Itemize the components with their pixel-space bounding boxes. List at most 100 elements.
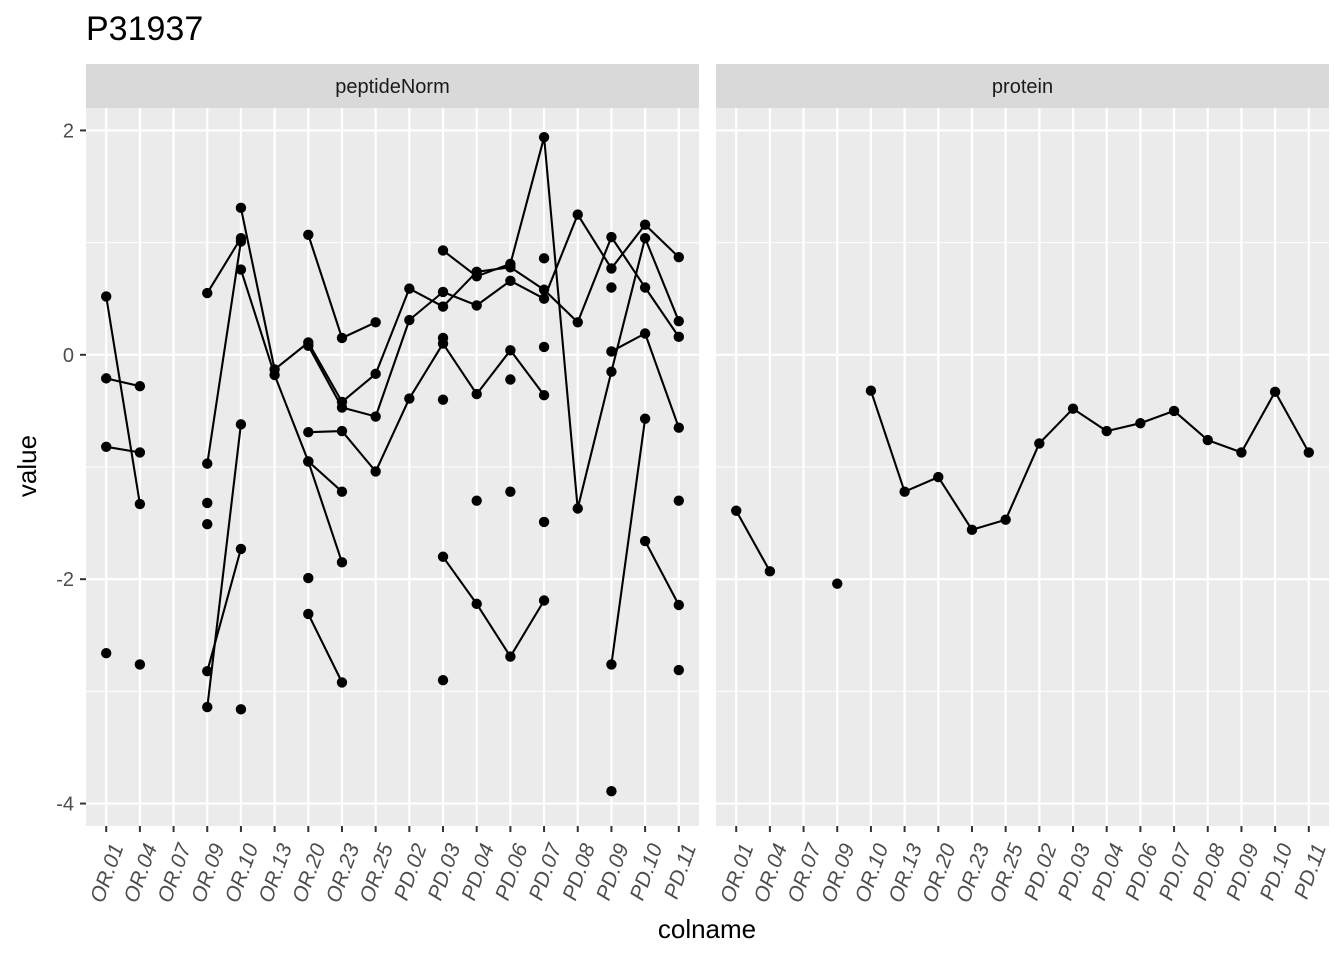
data-point xyxy=(202,665,213,677)
series-line xyxy=(206,424,242,708)
data-point xyxy=(1034,438,1045,449)
data-point xyxy=(437,332,449,344)
data-point xyxy=(505,258,516,270)
y-tick-label: 2 xyxy=(63,120,74,142)
facet-strip-label: peptideNorm xyxy=(335,76,450,98)
data-point xyxy=(134,498,146,510)
data-point xyxy=(202,701,213,713)
data-point xyxy=(1202,434,1213,446)
panel-peptideNorm: peptideNormOR.01OR.04OR.07OR.09OR.10OR.1… xyxy=(86,64,701,906)
data-point xyxy=(832,578,843,589)
series-line xyxy=(735,510,771,572)
data-point xyxy=(235,236,247,247)
data-point xyxy=(673,422,684,433)
data-point xyxy=(437,394,449,405)
data-point xyxy=(572,503,583,514)
data-point xyxy=(437,301,449,312)
data-point xyxy=(235,419,247,430)
series-line xyxy=(610,418,647,665)
data-point xyxy=(471,598,482,610)
data-point xyxy=(370,368,381,380)
data-point xyxy=(437,286,449,298)
data-point xyxy=(606,231,617,243)
data-point xyxy=(404,283,415,294)
series-line xyxy=(206,241,242,464)
data-point xyxy=(538,341,550,353)
data-point xyxy=(235,264,247,275)
data-point xyxy=(538,293,550,304)
data-point xyxy=(606,786,617,797)
data-point xyxy=(1236,447,1247,458)
data-point xyxy=(606,263,617,274)
y-tick-label: -2 xyxy=(56,569,74,591)
data-point xyxy=(966,524,978,536)
data-point xyxy=(639,328,651,339)
series-line xyxy=(106,445,141,454)
series-line xyxy=(239,269,343,563)
y-tick-label: 0 xyxy=(63,345,74,367)
data-point xyxy=(437,245,449,256)
data-point xyxy=(673,252,684,263)
data-point xyxy=(437,674,449,686)
data-point xyxy=(639,535,651,547)
facet-strip-label: protein xyxy=(992,76,1053,98)
data-point xyxy=(1101,425,1112,437)
series-line xyxy=(307,460,343,493)
data-point xyxy=(538,516,550,528)
series-line xyxy=(307,613,343,683)
data-point xyxy=(134,447,146,458)
data-point xyxy=(673,495,684,506)
data-point xyxy=(538,131,550,143)
data-point xyxy=(673,599,684,611)
data-point xyxy=(1067,403,1079,414)
data-point xyxy=(865,385,877,396)
data-point xyxy=(572,209,583,220)
series-line xyxy=(308,342,545,473)
data-point xyxy=(899,486,910,497)
data-point xyxy=(336,486,348,497)
panels: peptideNormOR.01OR.04OR.07OR.09OR.10OR.1… xyxy=(86,64,1331,906)
data-point xyxy=(303,456,314,467)
data-point xyxy=(303,229,314,240)
data-point xyxy=(933,471,944,483)
series-line xyxy=(105,296,141,505)
data-point xyxy=(538,595,550,606)
data-point xyxy=(134,381,146,392)
data-point xyxy=(471,388,482,400)
series-line xyxy=(442,136,680,510)
data-point xyxy=(370,317,381,328)
series-line xyxy=(239,207,680,403)
series-line xyxy=(442,556,546,658)
data-point xyxy=(639,232,651,244)
data-point xyxy=(673,331,684,343)
series-line xyxy=(206,237,242,294)
data-point xyxy=(269,369,280,381)
data-point xyxy=(572,317,583,328)
data-point xyxy=(202,519,213,530)
data-point xyxy=(235,202,247,214)
data-point xyxy=(202,497,213,509)
series-line xyxy=(307,213,680,418)
data-point xyxy=(1135,418,1146,429)
data-point xyxy=(370,411,381,422)
data-point xyxy=(404,393,415,404)
data-point xyxy=(639,219,651,230)
data-point xyxy=(303,608,314,620)
data-point xyxy=(471,271,482,282)
data-point xyxy=(235,543,247,555)
data-point xyxy=(538,284,550,295)
facet-strip xyxy=(86,64,699,108)
y-tick-label: -4 xyxy=(56,794,74,816)
data-point xyxy=(336,425,348,437)
data-point xyxy=(336,402,348,413)
data-point xyxy=(202,287,213,299)
data-point xyxy=(505,345,516,356)
data-point xyxy=(639,413,651,424)
data-point xyxy=(673,315,684,327)
data-point xyxy=(538,253,550,264)
data-point xyxy=(101,291,112,302)
data-point xyxy=(639,282,651,293)
data-point xyxy=(303,340,314,352)
data-point xyxy=(606,282,617,293)
